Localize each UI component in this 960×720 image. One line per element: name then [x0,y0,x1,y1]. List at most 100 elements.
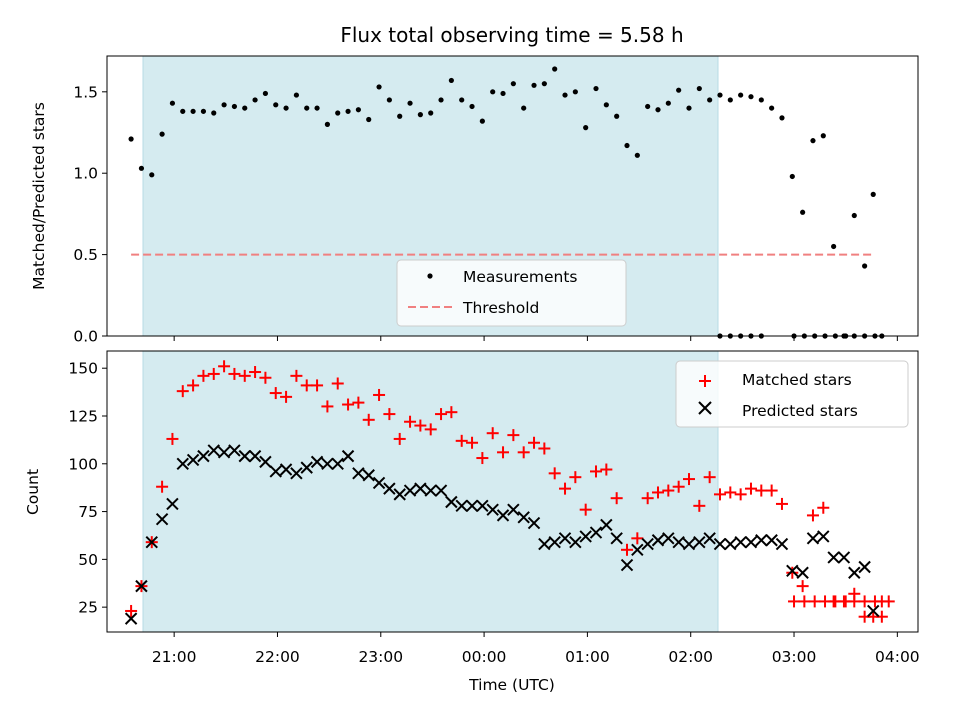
matched-star-point [238,369,251,382]
predicted-star-point [538,537,551,551]
predicted-star-point [465,499,479,513]
cross-b [703,532,716,545]
predicted-star-point [507,503,520,516]
measurement-point [531,82,537,88]
cross-b [579,530,592,543]
matched-star-point [538,442,551,455]
cross-b [848,566,861,579]
x-tick-label: 22:00 [255,648,300,666]
top-y-tick-label: 1.5 [73,83,98,101]
legend-marker-matched [699,375,711,387]
cross-b [548,535,561,549]
measurement-point [665,100,671,106]
cross-b [672,535,685,549]
measurement-point [469,103,475,110]
cross-b [713,537,727,551]
measurement-point [231,103,238,110]
matched-star-point [734,488,747,501]
matched-star-point [342,398,355,411]
cross-b [300,461,313,474]
predicted-star-point [321,457,334,470]
cross-b [279,463,293,476]
cross-b [765,534,778,547]
bottom-y-tick-label: 150 [68,360,98,378]
x-tick-label: 00:00 [462,648,507,666]
measurement-point [831,243,837,250]
cross-b [651,534,665,547]
cross-b [496,509,510,522]
bottom-axes-frame [106,350,919,633]
cross-b [796,566,809,579]
predicted-star-point [290,467,303,480]
predicted-star-point [486,503,499,516]
measurement-point [541,81,547,87]
matched-star-point [156,480,169,493]
cross-b [631,543,644,557]
measurement-point [376,84,382,90]
measurement-point [572,89,578,95]
predicted-star-point [631,543,644,557]
measurement-point [273,102,279,108]
predicted-star-point [786,564,799,578]
bottom-y-tick-label: 75 [78,503,98,521]
matched-star-point [713,488,726,501]
matched-star-point [280,390,293,403]
predicted-star-point [248,449,262,463]
measurement-point [603,102,609,108]
cross-b [476,499,489,513]
measurement-point [169,100,176,106]
predicted-star-point [341,449,355,463]
predicted-star-point [269,465,282,478]
predicted-star-point [713,537,727,551]
measurement-point [510,81,516,87]
matched-star-point [166,432,179,445]
matched-star-point [125,604,138,617]
cross-b [641,537,654,551]
matched-star-point [187,379,200,392]
cross-b [817,530,830,543]
measurement-point [335,110,341,116]
matched-star-point [528,436,541,449]
cross-b [620,558,634,572]
matched-star-point [798,595,811,608]
bottom-legend: Matched stars Predicted stars [675,360,909,428]
predicted-star-point [548,535,561,549]
predicted-star-point [259,455,272,469]
matched-star-point [829,595,842,608]
predicted-star-point [217,446,231,459]
cross-b [610,532,623,545]
measurement-point [438,97,444,103]
predicted-star-point [558,532,572,545]
cross-b [310,455,324,469]
matched-star-point [435,408,448,421]
predicted-star-point [496,509,510,522]
predicted-star-point [155,513,169,526]
matched-star-point [207,367,220,380]
measurement-point [851,212,857,219]
matched-star-point [352,396,365,409]
cross-b [331,457,344,470]
x-tick-label: 04:00 [875,648,920,666]
cross-b [414,482,427,495]
measurement-point [479,118,485,124]
measurement-point [190,108,196,114]
predicted-star-point [228,444,241,457]
matched-star-point [703,471,716,484]
cross-b [734,535,747,549]
measurement-point [593,85,599,92]
bottom-y-tick-label: 125 [68,407,98,425]
cross-b [837,551,851,564]
matched-star-point [321,400,334,413]
predicted-star-point [238,449,251,463]
matched-star-point [858,595,871,608]
cross-b [269,465,282,478]
matched-star-point [882,595,895,608]
top-y-tick-label: 0.0 [73,328,98,346]
measurement-point [138,165,145,171]
measurement-point [655,107,661,113]
cross-b [259,455,272,469]
x-tick-label: 01:00 [565,648,610,666]
predicted-star-point [569,535,582,549]
predicted-star-point [383,482,396,495]
measurement-point [552,66,558,72]
